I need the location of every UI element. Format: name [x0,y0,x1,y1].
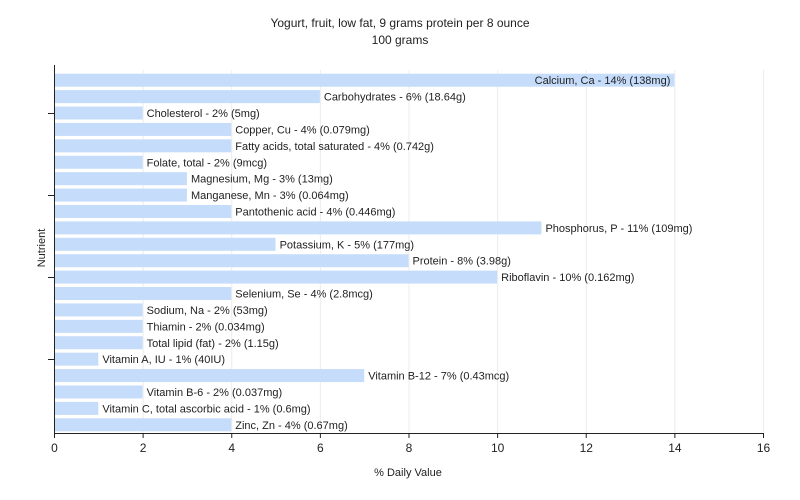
bar [55,73,675,87]
bar [55,270,498,284]
bar [55,204,232,218]
bar-label: Carbohydrates - 6% (18.64g) [324,92,466,104]
x-tick-label: 8 [406,441,413,455]
y-axis-title: Nutrient [36,229,48,268]
x-tick-label: 6 [317,441,324,455]
bar-label: Vitamin C, total ascorbic acid - 1% (0.6… [102,403,310,415]
bar-label: Manganese, Mn - 3% (0.064mg) [191,190,349,202]
bar [55,106,143,120]
bar [55,254,409,268]
bar-label: Phosphorus, P - 11% (109mg) [545,223,692,235]
x-tick-label: 14 [668,441,682,455]
x-tick-label: 12 [580,441,594,455]
bar [55,139,232,153]
bar-label: Cholesterol - 2% (5mg) [147,108,260,120]
bar [55,369,365,383]
bar [55,401,99,415]
bar-label: Thiamin - 2% (0.034mg) [147,321,265,333]
bar [55,352,99,366]
bar [55,172,187,186]
x-tick-label: 10 [491,441,505,455]
x-tick-label: 16 [757,441,771,455]
bar-label: Vitamin B-6 - 2% (0.037mg) [147,387,283,399]
chart-title: Yogurt, fruit, low fat, 9 grams protein … [270,16,530,30]
bar-label: Vitamin A, IU - 1% (40IU) [102,354,225,366]
bar-label: Riboflavin - 10% (0.162mg) [501,272,634,284]
bar-label: Magnesium, Mg - 3% (13mg) [191,174,333,186]
axes-layer: 0 2 4 6 8 10 12 14 16 [48,65,770,455]
bars-layer: Calcium, Ca - 14% (138mg) Carbohydrates -… [55,73,692,432]
bar [55,237,276,251]
bar [55,303,143,317]
bar-label: Pantothenic acid - 4% (0.446mg) [235,206,395,218]
bar [55,418,232,432]
bar [55,287,232,301]
bar [55,155,143,169]
bar-label: Total lipid (fat) - 2% (1.15g) [147,338,279,350]
bar [55,385,143,399]
bar-label: Calcium, Ca - 14% (138mg) [535,75,671,87]
bar [55,336,143,350]
bar-label: Zinc, Zn - 4% (0.67mg) [235,420,347,432]
bar-label: Vitamin B-12 - 7% (0.43mcg) [368,371,509,383]
bar [55,90,320,104]
bar-label: Copper, Cu - 4% (0.079mg) [235,124,370,136]
bar-label: Sodium, Na - 2% (53mg) [147,305,268,317]
bar-label: Folate, total - 2% (9mcg) [147,157,267,169]
bar-label: Selenium, Se - 4% (2.8mcg) [235,289,373,301]
x-axis-title: % Daily Value [374,467,442,479]
bar-label: Potassium, K - 5% (177mg) [280,239,415,251]
x-tick-label: 2 [140,441,147,455]
bar [55,122,232,136]
x-tick-label: 4 [228,441,235,455]
bar-label: Protein - 8% (3.98g) [413,256,511,268]
bar [55,319,143,333]
bar [55,221,542,235]
bar-label: Fatty acids, total saturated - 4% (0.742… [235,141,434,153]
bar [55,188,187,202]
chart-subtitle: 100 grams [371,33,429,47]
x-tick-label: 0 [51,441,58,455]
